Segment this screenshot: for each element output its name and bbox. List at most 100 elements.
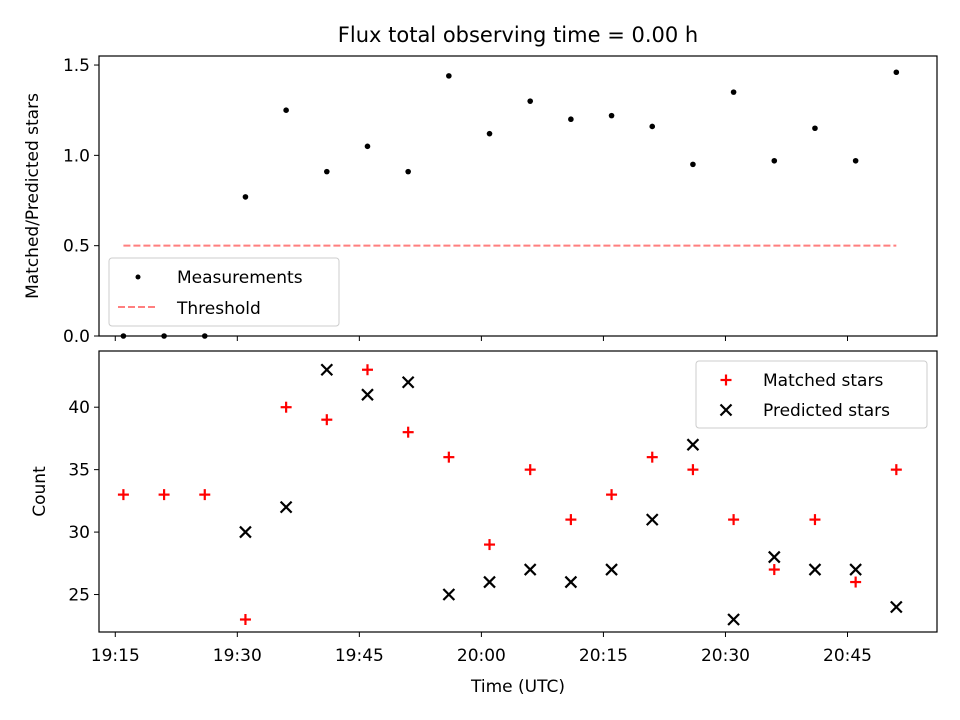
measurement-point [364,143,371,150]
matched-stars-point [809,514,821,526]
top-panel: Flux total observing time = 0.00 h Match… [23,23,938,347]
matched-stars-point [890,464,902,476]
top-y-axis-label: Matched/Predicted stars [23,93,43,299]
predicted-stars-point [808,563,822,576]
x-stroke [239,525,252,539]
x-stroke [483,575,496,589]
measurement-point [486,130,493,137]
x-tick-label: 20:15 [579,646,628,666]
x-stroke [645,513,659,526]
bottom-legend: Matched stars Predicted stars [695,360,928,429]
predicted-stars-legend-label: Predicted stars [763,401,890,421]
predicted-stars-point [849,563,862,576]
matched-stars-legend-label: Matched stars [763,371,883,391]
predicted-stars-point [361,388,374,401]
top-x-ticks [114,336,849,341]
matched-stars-point [606,489,618,501]
x-stroke [279,500,293,514]
top-plot-marks [120,69,900,339]
chart-title: Flux total observing time = 0.00 h [338,23,698,47]
matched-stars-point [199,489,211,501]
y-tick-label: 35 [68,461,90,481]
top-y-ticks: 0.0 0.5 1.0 1.5 [63,56,99,347]
matched-stars-point [158,489,170,501]
y-tick-label: 30 [68,523,90,543]
y-tick-label: 40 [68,398,90,418]
bottom-y-ticks: 25 30 35 40 [68,398,99,606]
matched-stars-point [117,489,129,501]
x-tick-label: 20:45 [823,646,872,666]
matched-stars-point [402,426,414,438]
y-tick-label: 0.0 [63,327,90,347]
predicted-stars-point [686,438,700,451]
top-legend-box [108,257,340,327]
measurement-point [568,116,574,123]
measurement-point [324,168,330,175]
legend-cross [719,403,733,417]
y-tick-label: 1.5 [63,56,90,76]
predicted-stars-point [320,363,334,377]
bottom-y-axis-label: Count [30,466,50,517]
matched-stars-point [728,514,740,526]
x-stroke [808,563,822,576]
measurement-point [730,89,737,95]
bottom-panel: Count Time (UTC) 25 30 35 40 19:15 19:30 19:4… [30,350,938,697]
measurement-point [405,168,411,175]
matched-stars-point [687,464,699,476]
x-stroke [564,575,578,589]
predicted-stars-point [239,525,252,539]
x-tick-label: 19:30 [213,646,262,666]
x-tick-label: 19:45 [335,646,384,666]
x-stroke [605,563,618,576]
bottom-x-ticks: 19:15 19:30 19:45 20:00 20:15 20:30 20:45 [91,632,872,666]
x-stroke [320,363,334,377]
y-tick-label: 1.0 [63,146,90,166]
measurement-point [893,69,900,76]
predicted-stars-point [401,375,415,389]
measurement-point [649,123,656,130]
x-stroke [849,563,862,576]
measurement-point [242,194,249,200]
bottom-axes-frame [98,350,938,633]
measurement-point [527,98,534,104]
measurement-point [771,157,778,164]
measurements-legend-marker [135,274,141,280]
measurement-point [283,107,289,113]
x-stroke [401,375,415,389]
matched-stars-point [768,564,780,576]
matched-stars-point [361,364,373,376]
x-tick-label: 20:00 [457,646,506,666]
measurement-point [446,73,452,79]
matched-stars-point [850,576,862,588]
y-tick-label: 0.5 [63,237,90,257]
measurement-point [690,161,696,168]
x-tick-label: 20:30 [701,646,750,666]
threshold-legend-label: Threshold [176,299,261,319]
bottom-legend-box [695,360,928,429]
measurements-legend-label: Measurements [177,268,303,288]
matched-stars-point [443,451,455,463]
x-stroke [361,388,374,401]
matched-stars-point [484,539,496,551]
matched-stars-point [280,401,292,413]
y-tick-label: 25 [68,586,90,606]
measurement-point [812,125,818,132]
x-stroke [727,613,740,626]
matched-stars-point [646,451,658,463]
matched-stars-point [565,514,577,526]
measurement-point [608,112,615,119]
x-axis-label: Time (UTC) [470,677,565,697]
predicted-stars-point [564,575,578,589]
predicted-stars-point [605,563,618,576]
predicted-stars-point [768,550,781,564]
predicted-stars-point [645,513,659,526]
predicted-stars-point [727,613,740,626]
x-stroke [523,563,537,576]
predicted-stars-point [279,500,293,514]
x-stroke [719,403,733,417]
legend-plus [720,374,732,386]
predicted-stars-point [523,563,537,576]
matched-stars-point [524,464,536,476]
top-legend: Measurements Threshold [108,257,340,327]
